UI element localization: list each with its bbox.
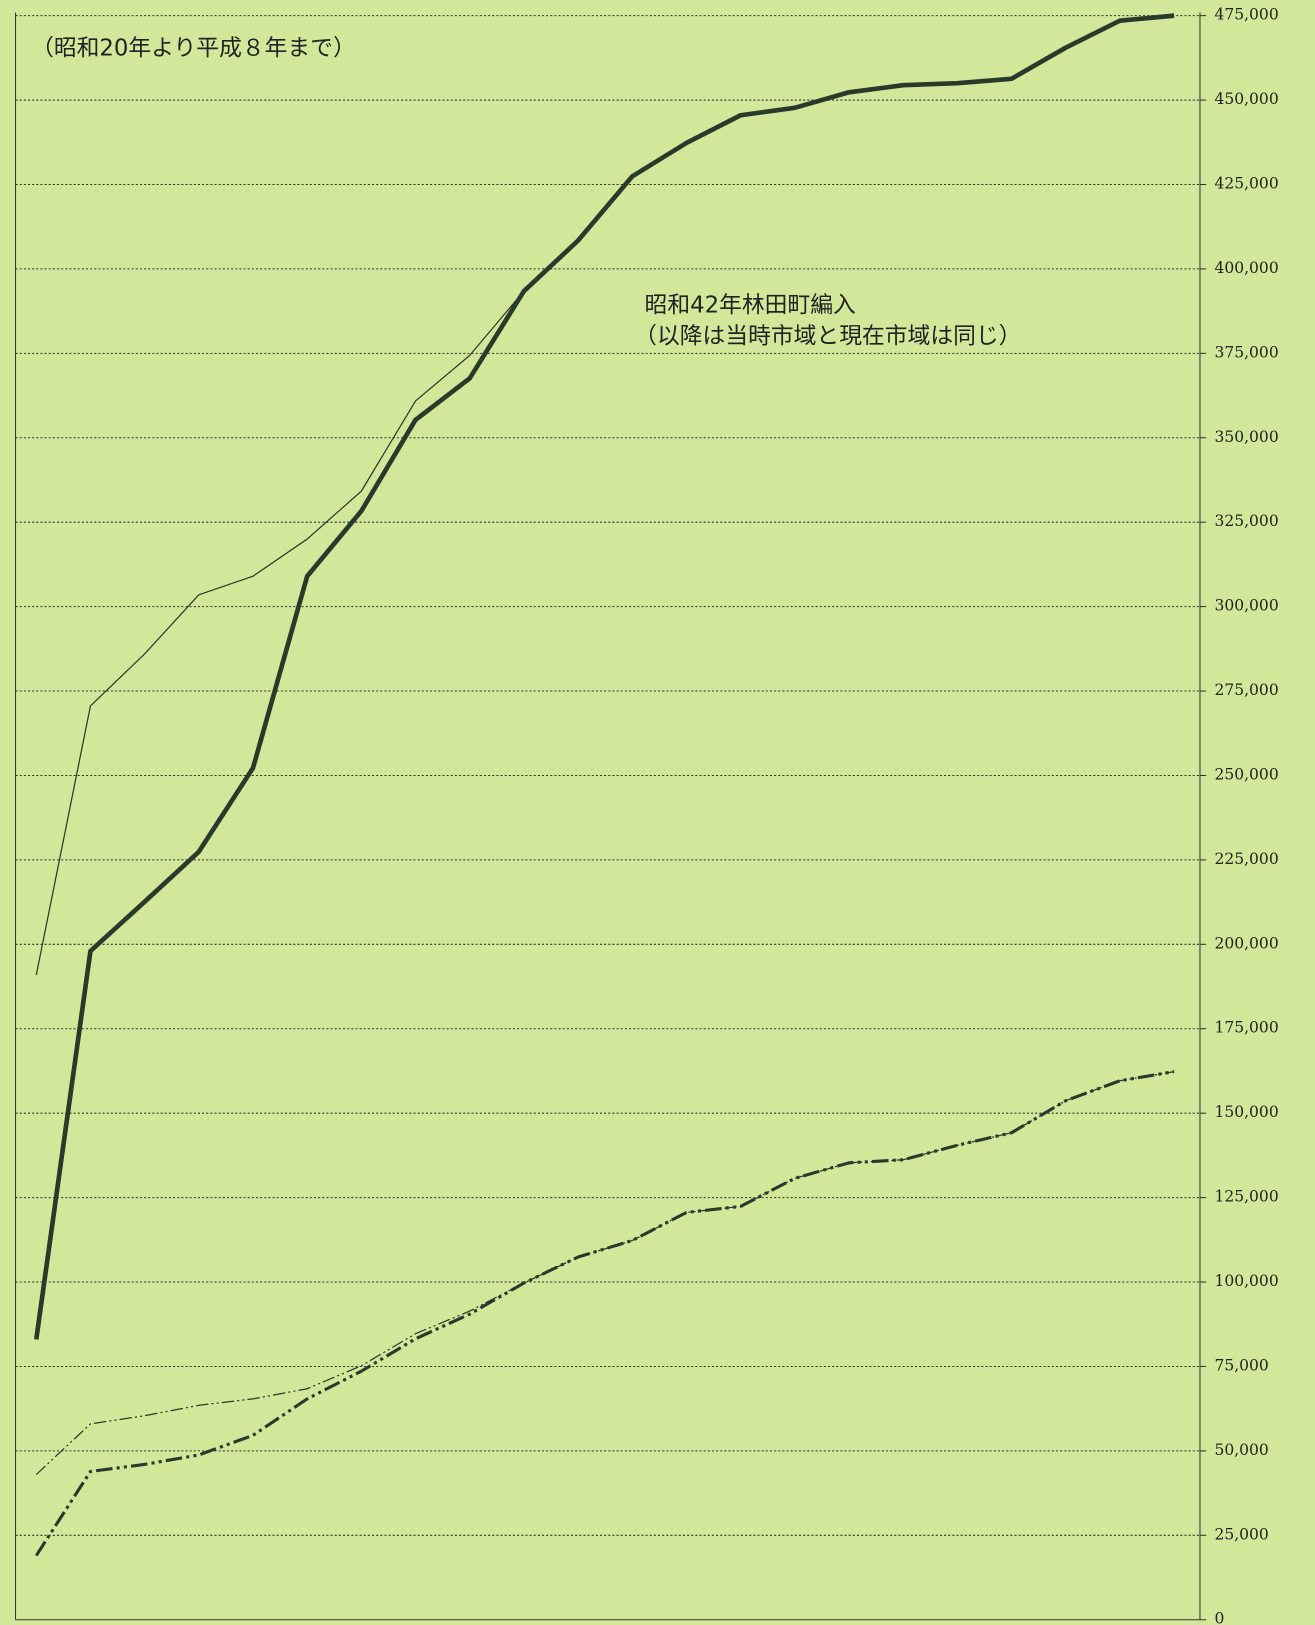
- y-tick-label: 400,000: [1214, 259, 1278, 277]
- annotation: （昭和20年より平成８年まで）: [31, 35, 356, 61]
- annotation: （以降は当時市域と現在市域は同じ）: [634, 323, 1021, 349]
- y-tick-label: 275,000: [1214, 681, 1278, 699]
- y-tick-label: 100,000: [1214, 1272, 1278, 1290]
- series-line: [35, 1071, 1175, 1475]
- y-tick-label: 300,000: [1214, 597, 1278, 615]
- y-tick-label: 450,000: [1214, 90, 1278, 108]
- y-tick-label: 0: [1214, 1610, 1224, 1625]
- y-tick-label: 25,000: [1214, 1525, 1268, 1543]
- y-tick-label: 175,000: [1214, 1019, 1278, 1037]
- y-tick-label: 50,000: [1214, 1441, 1268, 1459]
- series-line: [33, 13, 1175, 1340]
- y-tick-label: 75,000: [1214, 1356, 1268, 1374]
- y-tick-label: 425,000: [1214, 174, 1278, 192]
- y-tick-label: 225,000: [1214, 850, 1278, 868]
- y-tick-label: 325,000: [1214, 512, 1278, 530]
- y-tick-label: 475,000: [1214, 6, 1278, 24]
- y-tick-label: 125,000: [1214, 1188, 1278, 1206]
- series-line: [34, 1070, 1175, 1557]
- y-tick-label: 375,000: [1214, 343, 1278, 361]
- y-tick-label: 150,000: [1214, 1103, 1278, 1121]
- y-tick-label: 350,000: [1214, 428, 1278, 446]
- y-tick-label: 200,000: [1214, 934, 1278, 952]
- y-tick-label: 250,000: [1214, 765, 1278, 783]
- annotation: 昭和42年林田町編入: [645, 292, 856, 318]
